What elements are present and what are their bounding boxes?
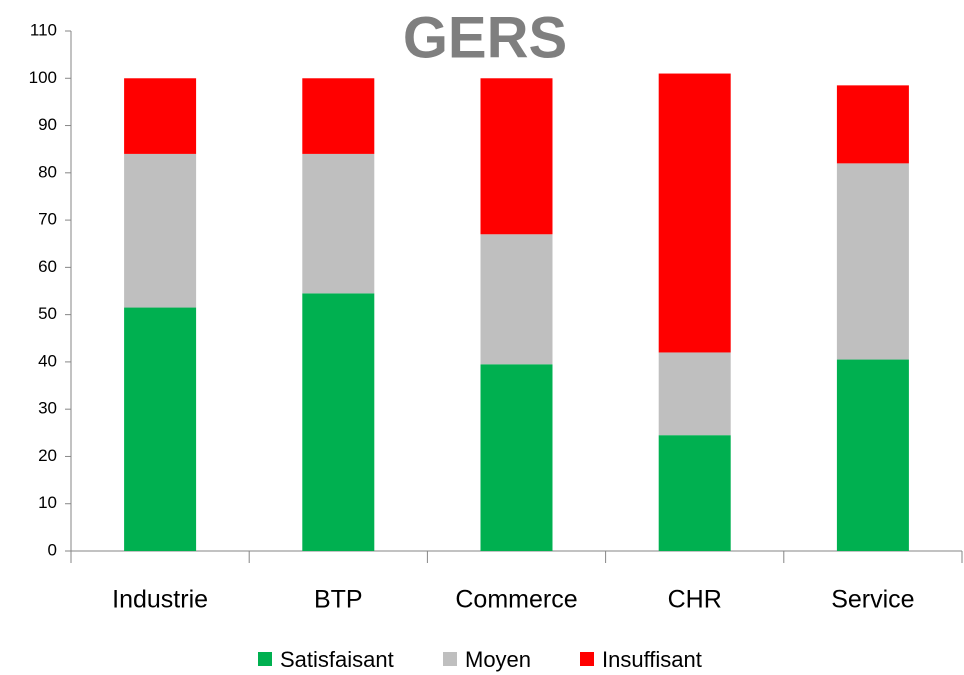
y-tick-label: 0 [48,540,57,559]
x-tick-label: BTP [314,586,363,614]
legend-label: Insuffisant [602,647,702,672]
bar-segment [480,78,553,235]
y-tick-label: 30 [38,399,57,418]
bar-segment [124,78,197,154]
x-tick-label: CHR [668,586,722,614]
x-tick-label: Industrie [112,586,208,614]
legend-swatch [258,652,272,666]
bar-segment [836,85,909,164]
bar-segment [480,234,553,365]
y-tick-label: 70 [38,210,57,229]
y-tick-label: 20 [38,446,57,465]
bar-segment [302,153,375,294]
y-tick-label: 90 [38,115,57,134]
legend-label: Moyen [465,647,531,672]
bar-segment [658,352,731,436]
bar-segment [124,153,197,308]
y-tick-label: 10 [38,493,57,512]
y-tick-label: 100 [29,68,57,87]
bar-segment [658,73,731,353]
bar-segment [658,435,731,551]
x-tick-label: Commerce [455,586,577,614]
bar-segment [302,78,375,154]
bar-segment [480,364,553,551]
bar-segment [836,359,909,551]
chart-title: GERS [403,5,567,70]
legend-swatch [580,652,594,666]
x-tick-label: Service [831,586,914,614]
bar-segment [836,163,909,360]
bar-segment [302,293,375,551]
y-tick-label: 80 [38,162,57,181]
y-tick-label: 110 [30,20,57,39]
legend-swatch [443,652,457,666]
legend-label: Satisfaisant [280,647,394,672]
y-tick-label: 60 [38,257,57,276]
y-tick-label: 50 [38,304,57,323]
bar-segment [124,307,197,551]
y-tick-label: 40 [38,351,57,370]
